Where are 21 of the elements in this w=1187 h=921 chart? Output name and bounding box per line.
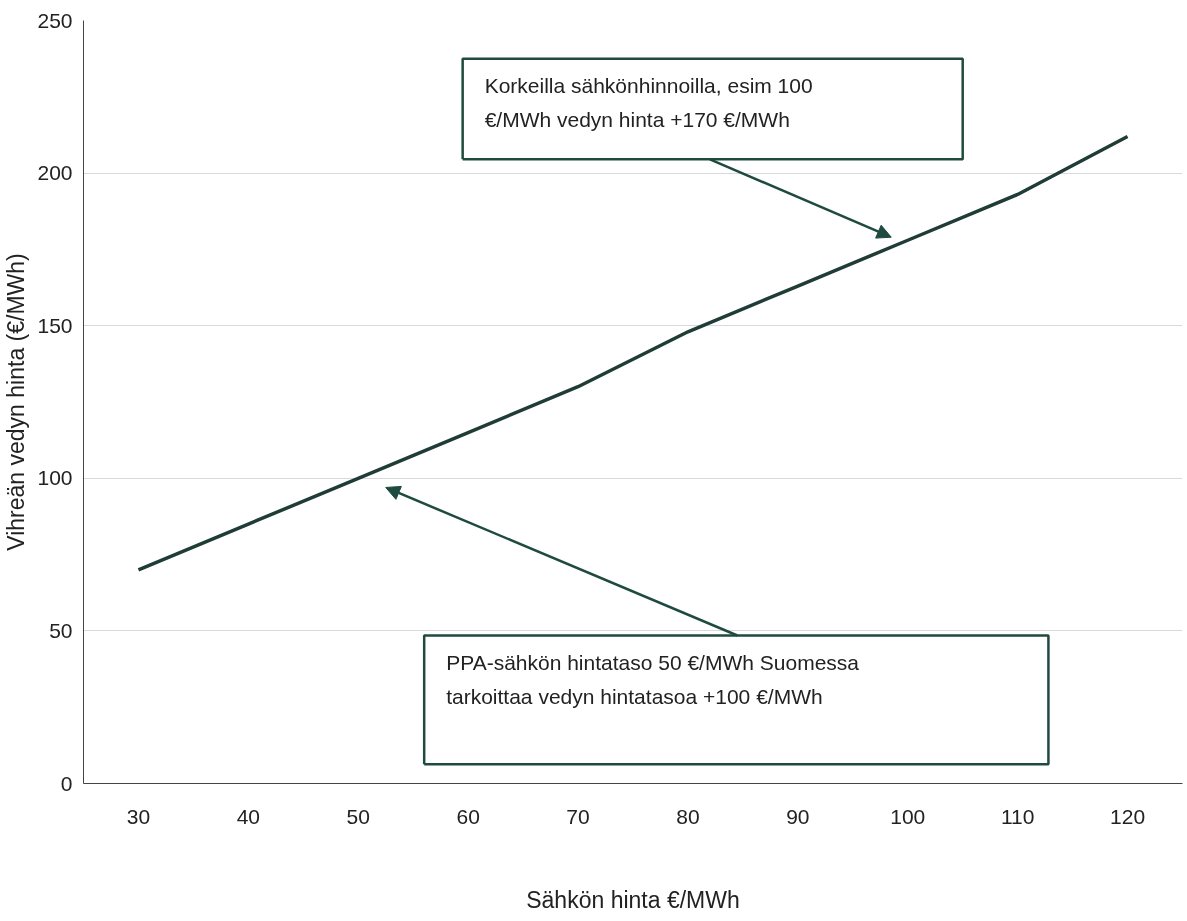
annotation: Korkeilla sähkönhinnoilla, esim 100 €/MWh vedyn hinta +170 €/MWh (484, 73, 813, 132)
x-tick-label: 30 (126, 804, 151, 828)
y-tick-label: 250 (37, 8, 73, 32)
y-tick-label: 100 (37, 466, 73, 490)
x-tick-label: 50 (346, 804, 370, 828)
x-tick-label: 100 (890, 804, 926, 828)
x-tick-label: 60 (456, 804, 480, 828)
x-tick-label: 40 (236, 804, 261, 828)
y-tick-label: 200 (37, 161, 73, 185)
x-tick-label: 80 (676, 804, 700, 828)
line-series (136, 134, 1130, 572)
y-tick-label: 0 (60, 771, 73, 795)
annotation: PPA-sähkön hintataso 50 €/MWh Suomessa tarkoittaa vedyn hintatasoa +100 €/MWh (446, 650, 860, 709)
y-tick-label: 150 (37, 313, 73, 337)
y-axis-title: Vihreän vedyn hinta (€/MWh) (3, 253, 30, 551)
x-axis-title: Sähkön hinta €/MWh (526, 886, 740, 913)
x-tick-label: 120 (1110, 804, 1146, 828)
x-tick-label: 70 (566, 804, 590, 828)
y-tick-label: 50 (49, 618, 73, 642)
x-tick-label: 110 (1000, 804, 1035, 828)
x-tick-label: 90 (786, 804, 810, 828)
